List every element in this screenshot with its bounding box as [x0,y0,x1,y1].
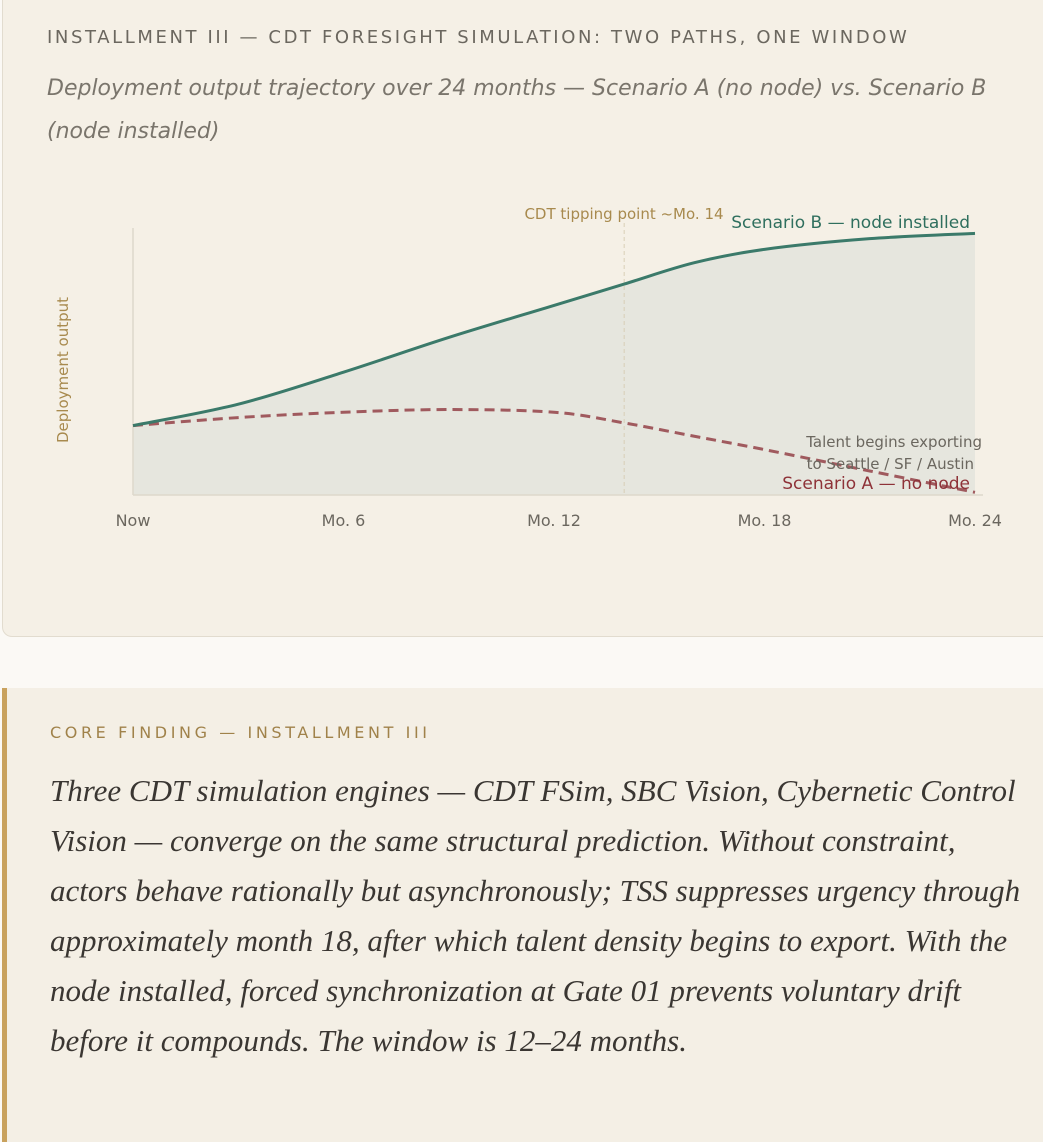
y-axis-label: Deployment output [54,297,72,443]
core-finding-body: Three CDT simulation engines — CDT FSim,… [50,773,1021,1058]
trajectory-chart: Deployment output CDT tipping point ~Mo.… [54,205,1002,530]
chart-card-title: INSTALLMENT III — CDT FORESIGHT SIMULATI… [47,27,910,48]
x-tick-label: Now [116,511,151,530]
tipping-point-label: CDT tipping point ~Mo. 14 [524,205,723,223]
core-finding-callout: CORE FINDING — INSTALLMENT III Three CDT… [2,688,1043,1142]
scenario-b-label: Scenario B — node installed [731,213,970,233]
x-tick-label: Mo. 6 [322,511,366,530]
scenario-b-area [133,233,975,495]
scenario-a-label: Scenario A — no node [782,474,970,494]
talent-export-label-2: to Seattle / SF / Austin [807,455,974,473]
x-tick-label: Mo. 18 [738,511,792,530]
x-tick-label: Mo. 24 [948,511,1002,530]
chart-card-subtitle: Deployment output trajectory over 24 mon… [47,76,987,144]
core-finding-label: CORE FINDING — INSTALLMENT III [50,723,431,742]
talent-export-label-1: Talent begins exporting [805,433,982,451]
scenario-b-line [132,231,976,428]
scenario-a-line [132,408,976,494]
x-tick-label: Mo. 12 [527,511,581,530]
